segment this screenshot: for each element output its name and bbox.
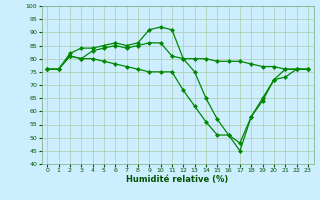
X-axis label: Humidité relative (%): Humidité relative (%) [126,175,229,184]
